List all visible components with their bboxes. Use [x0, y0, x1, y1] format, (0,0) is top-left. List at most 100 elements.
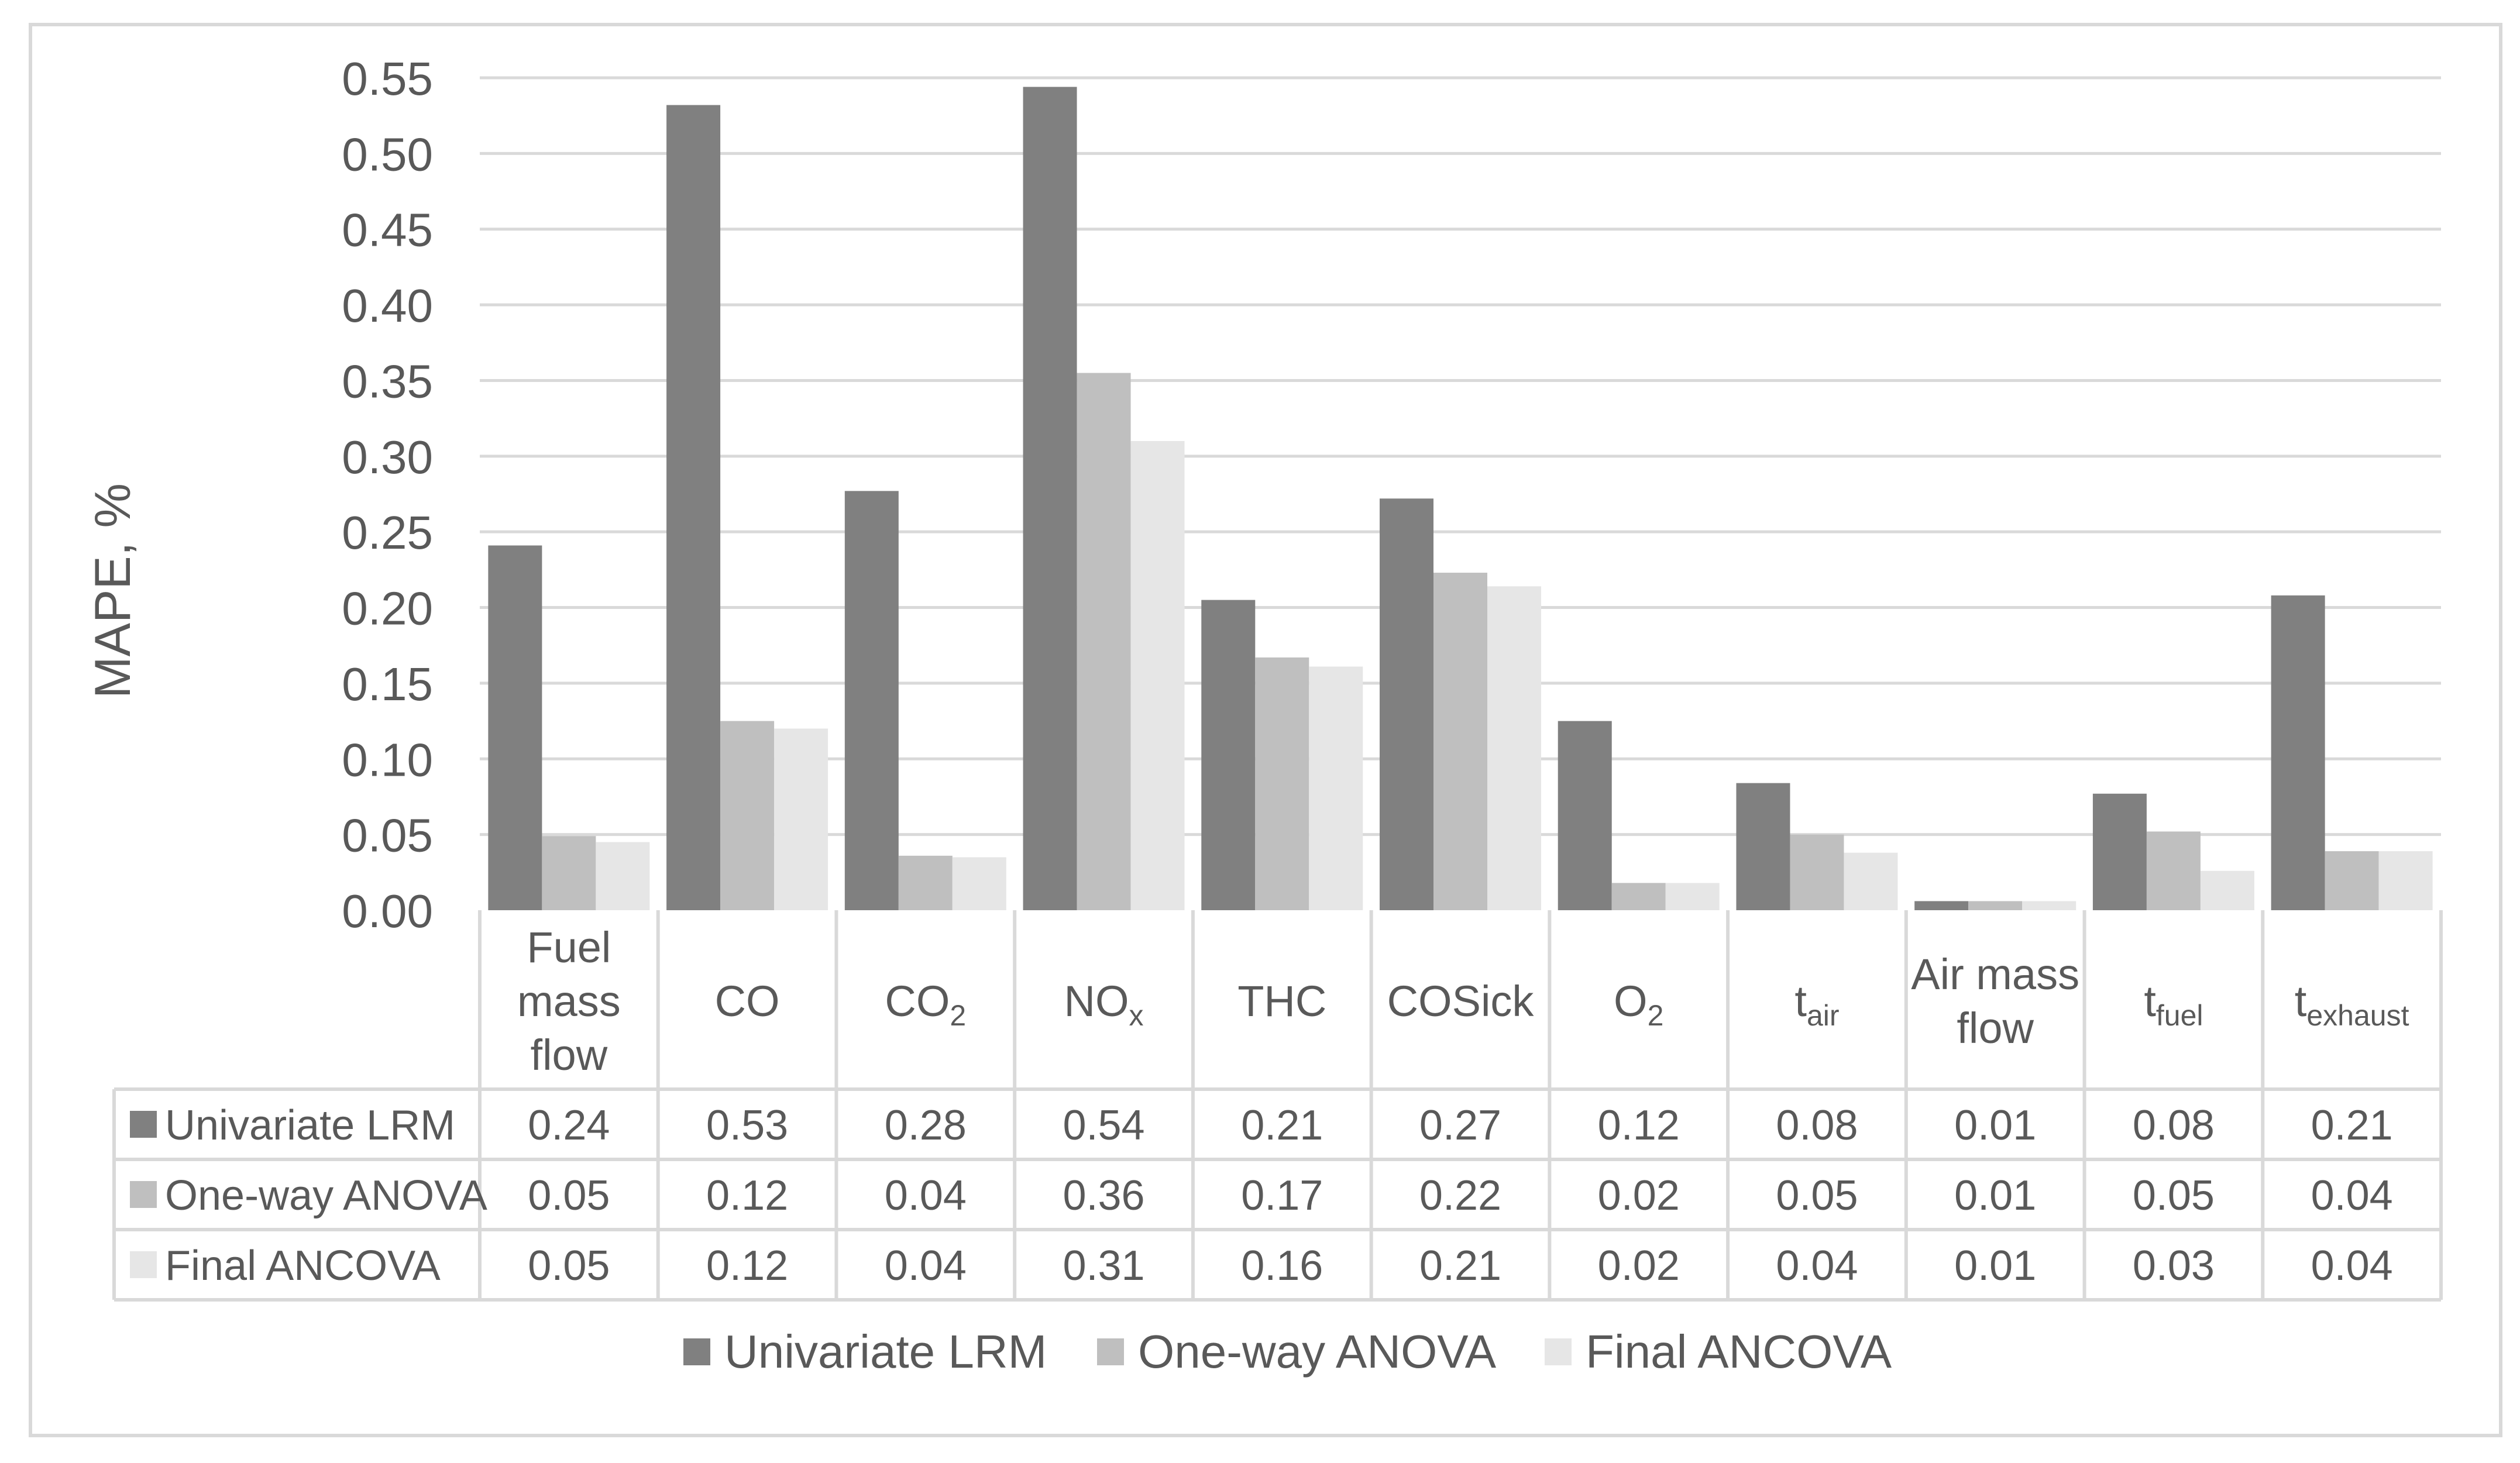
category-label: CO2 [885, 977, 966, 1032]
table-value: 0.05 [528, 1242, 610, 1289]
y-tick-label: 0.35 [342, 355, 433, 407]
table-value: 0.16 [1241, 1242, 1323, 1289]
y-tick-label: 0.00 [342, 885, 433, 937]
category-label: tair [1794, 977, 1839, 1032]
y-tick-label: 0.10 [342, 734, 433, 786]
table-value: 0.54 [1063, 1102, 1144, 1149]
bar-final-ancova-11 [2378, 851, 2433, 910]
bar-final-ancova-4 [1130, 440, 1185, 910]
bar-univariate-lrm-11 [2271, 595, 2325, 910]
bar-final-ancova-3 [952, 857, 1006, 910]
table-value: 0.08 [1776, 1102, 1858, 1149]
bar-one-way-anova-9 [1968, 901, 2023, 910]
table-value: 0.01 [1954, 1242, 2036, 1289]
bar-final-ancova-10 [2200, 870, 2254, 910]
bar-univariate-lrm-7 [1558, 721, 1612, 910]
category-label: texhaust [2295, 977, 2409, 1032]
bar-final-ancova-1 [596, 842, 650, 910]
bar-univariate-lrm-5 [1201, 600, 1256, 910]
table-value: 0.53 [706, 1102, 788, 1149]
table-value: 0.28 [885, 1102, 967, 1149]
table-value: 0.04 [885, 1242, 967, 1289]
bar-final-ancova-5 [1309, 666, 1363, 910]
y-tick-label: 0.30 [342, 431, 433, 483]
category-label: Air mass flow [1911, 950, 2079, 1052]
bar-one-way-anova-11 [2325, 851, 2379, 910]
y-tick-label: 0.45 [342, 204, 433, 256]
category-label: COSick [1387, 977, 1535, 1025]
bar-one-way-anova-6 [1433, 573, 1487, 910]
y-tick-label: 0.05 [342, 810, 433, 862]
bar-one-way-anova-10 [2146, 831, 2201, 910]
bar-univariate-lrm-6 [1380, 498, 1433, 910]
bar-univariate-lrm-8 [1736, 783, 1790, 910]
table-value: 0.02 [1598, 1172, 1680, 1219]
bar-univariate-lrm-2 [666, 105, 721, 910]
table-value: 0.12 [706, 1242, 788, 1289]
bar-final-ancova-2 [774, 728, 828, 910]
legend-label: Final ANCOVA [1586, 1326, 1892, 1378]
table-value: 0.03 [2133, 1242, 2215, 1289]
bar-univariate-lrm-9 [1914, 901, 1969, 910]
y-axis-label: MAPE, % [85, 483, 141, 698]
legend-label: Univariate LRM [724, 1326, 1047, 1378]
table-value: 0.21 [2311, 1102, 2393, 1149]
category-label: O2 [1614, 977, 1663, 1032]
legend: Univariate LRM One-way ANOVA Final ANCOVA [683, 1326, 1892, 1378]
table-value: 0.02 [1598, 1242, 1680, 1289]
bar-final-ancova-8 [1844, 852, 1898, 910]
table-value: 0.05 [2133, 1172, 2215, 1219]
category-label: Fuel mass flow [517, 923, 621, 1079]
bar-final-ancova-6 [1487, 586, 1541, 910]
y-tick-label: 0.25 [342, 507, 433, 559]
bar-univariate-lrm-1 [488, 545, 542, 910]
table-value: 0.12 [1598, 1102, 1680, 1149]
table-value: 0.04 [2311, 1242, 2393, 1289]
category-label: CO [715, 977, 780, 1025]
y-tick-label: 0.40 [342, 280, 433, 332]
table-value: 0.04 [1776, 1242, 1858, 1289]
bar-one-way-anova-5 [1255, 657, 1309, 910]
table-value: 0.36 [1063, 1172, 1144, 1219]
table-legend-key [130, 1251, 157, 1278]
y-tick-label: 0.55 [342, 53, 433, 105]
legend-key [683, 1338, 710, 1365]
table-value: 0.22 [1419, 1172, 1501, 1219]
category-label: tfuel [2144, 977, 2203, 1032]
table-value: 0.17 [1241, 1172, 1323, 1219]
legend-key [1545, 1338, 1572, 1365]
table-value: 0.27 [1419, 1102, 1501, 1149]
data-table: Fuel mass flow CO CO2 NOx THC COSick O2 tair Air m… [112, 910, 2443, 1302]
bar-one-way-anova-2 [720, 721, 775, 910]
y-axis: 0.00 0.05 0.10 0.15 0.20 0.25 0.30 0.35 0.40 0.45… [342, 53, 433, 937]
table-value: 0.08 [2133, 1102, 2215, 1149]
table-value: 0.05 [528, 1172, 610, 1219]
bar-univariate-lrm-3 [844, 491, 899, 910]
bar-univariate-lrm-4 [1023, 87, 1077, 910]
table-value: 0.04 [885, 1172, 967, 1219]
bar-one-way-anova-7 [1611, 883, 1666, 910]
y-tick-label: 0.50 [342, 128, 433, 180]
bars [488, 87, 2433, 910]
category-label: THC [1237, 977, 1326, 1025]
bar-final-ancova-7 [1665, 883, 1720, 910]
bar-one-way-anova-8 [1790, 834, 1844, 910]
y-tick-label: 0.20 [342, 583, 433, 635]
legend-key [1097, 1338, 1124, 1365]
table-value: 0.01 [1954, 1102, 2036, 1149]
table-series-name: One-way ANOVA [165, 1172, 487, 1219]
table-series-name: Final ANCOVA [165, 1242, 441, 1289]
legend-label: One-way ANOVA [1138, 1326, 1497, 1378]
bar-univariate-lrm-10 [2092, 793, 2147, 910]
category-label: NOx [1064, 977, 1144, 1032]
table-value: 0.21 [1241, 1102, 1323, 1149]
bar-final-ancova-9 [2022, 901, 2076, 910]
table-legend-key [130, 1111, 157, 1138]
bar-one-way-anova-3 [898, 855, 953, 910]
table-legend-key [130, 1181, 157, 1208]
bar-one-way-anova-1 [542, 836, 596, 910]
table-value: 0.21 [1419, 1242, 1501, 1289]
table-value: 0.05 [1776, 1172, 1858, 1219]
bar-one-way-anova-4 [1077, 373, 1131, 910]
